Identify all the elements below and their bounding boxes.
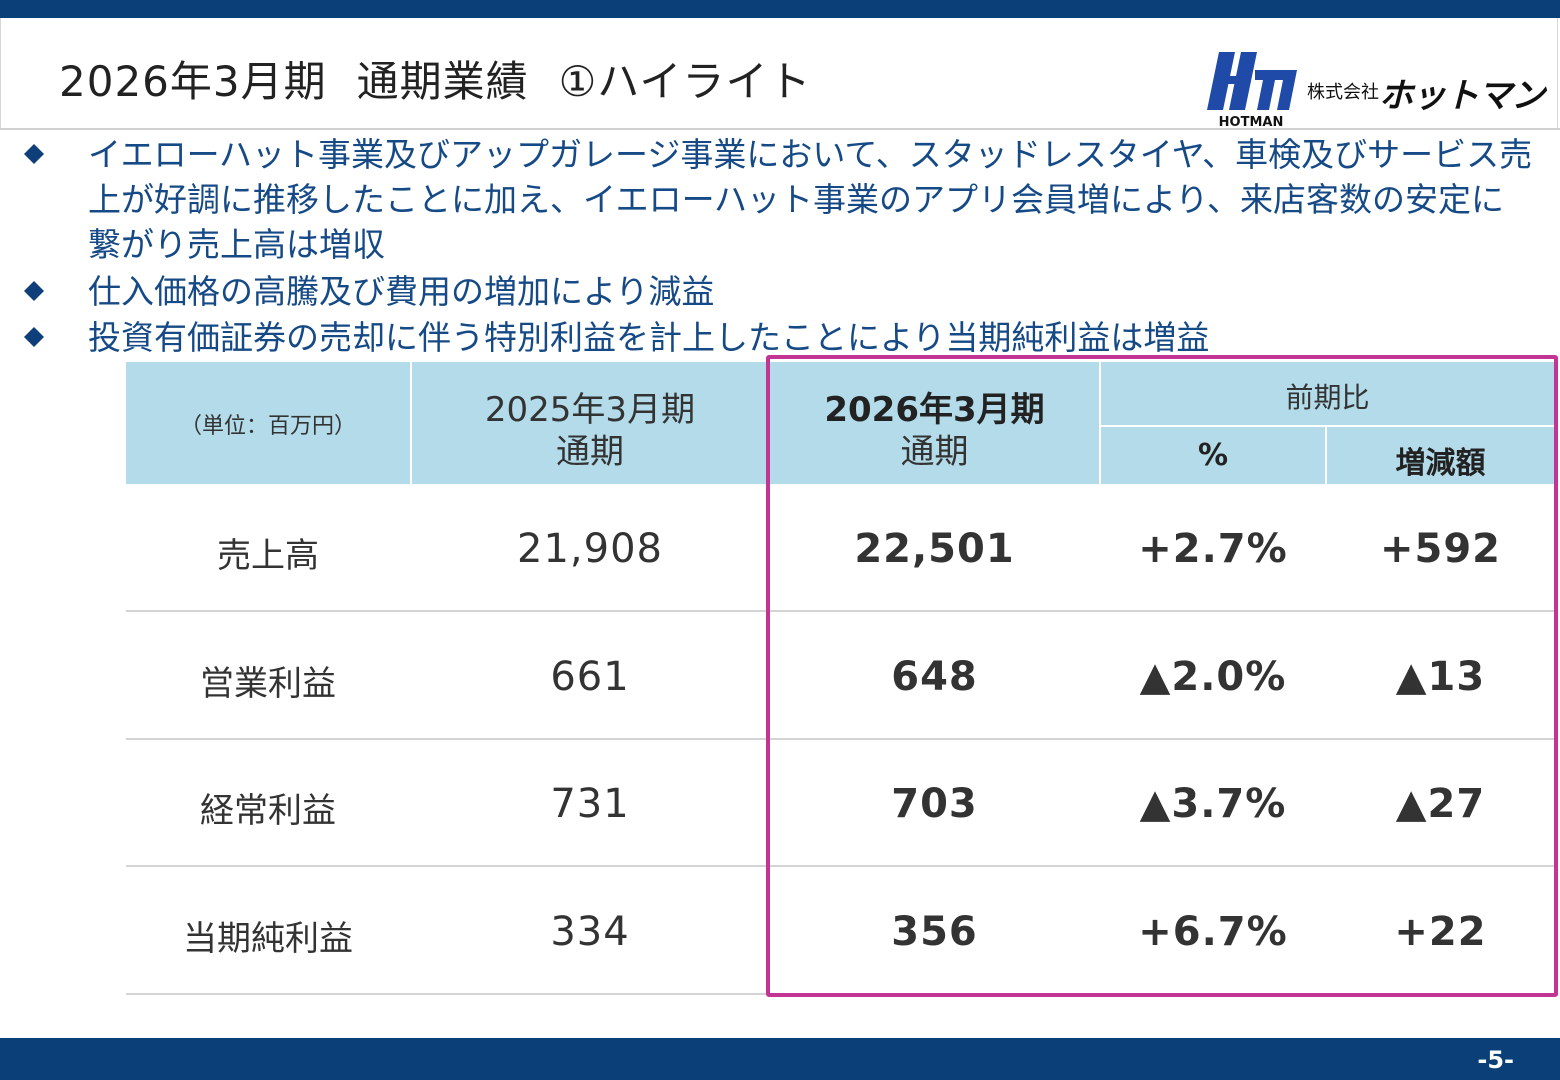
bullet-text: 仕入価格の高騰及び費用の増加により減益 bbox=[88, 272, 715, 311]
prev-value: 334 bbox=[550, 909, 630, 955]
title-divider bbox=[0, 128, 1560, 130]
row-label: 売上高 bbox=[217, 536, 319, 576]
current-period-highlight-box bbox=[766, 355, 1558, 997]
header-separator bbox=[410, 362, 412, 484]
top-accent-bar bbox=[0, 0, 1560, 18]
title-topic: ①ハイライト bbox=[558, 57, 812, 106]
prev-header-line2: 通期 bbox=[556, 432, 624, 472]
pct-change: +6.7% bbox=[1138, 909, 1288, 955]
title-section: 通期業績 bbox=[356, 57, 529, 106]
compare-header: 前期比 bbox=[1285, 381, 1370, 414]
diff-header: 増減額 bbox=[1395, 446, 1486, 481]
header-subdivider bbox=[1101, 425, 1554, 427]
logo-company-prefix: 株式会社 bbox=[1307, 82, 1379, 103]
prev-header-line1: 2025年3月期 bbox=[484, 390, 696, 430]
diff-change: +592 bbox=[1379, 526, 1501, 572]
cur-header-line2: 通期 bbox=[900, 432, 969, 472]
logo-sub-text: HOTMAN bbox=[1219, 115, 1284, 128]
bullet-text: 投資有価証券の売却に伴う特別利益を計上したことにより当期純利益は増益 bbox=[88, 318, 1210, 357]
diff-change: ▲27 bbox=[1395, 781, 1486, 827]
row-divider bbox=[126, 865, 1554, 867]
pct-header: % bbox=[1197, 438, 1229, 473]
footer-bar: -5- bbox=[0, 1038, 1560, 1080]
table-header bbox=[126, 362, 1554, 484]
company-logo: HOTMAN 株式会社 ホットマン bbox=[1201, 48, 1545, 128]
row-divider bbox=[126, 610, 1554, 612]
row-divider bbox=[126, 738, 1554, 740]
cur-value: 648 bbox=[891, 654, 978, 700]
prev-value: 731 bbox=[550, 781, 630, 827]
unit-label: （単位：百万円） bbox=[179, 414, 356, 439]
title-area: 2026年3月期 通期業績 ①ハイライト HOTMAN 株式会社 ホットマン bbox=[0, 18, 1558, 130]
diff-change: ▲13 bbox=[1395, 654, 1486, 700]
cur-header-line1: 2026年3月期 bbox=[824, 390, 1045, 430]
header-separator bbox=[1099, 362, 1101, 484]
cur-value: 22,501 bbox=[854, 526, 1015, 572]
diamond-bullet-icon bbox=[24, 144, 44, 164]
diff-change: +22 bbox=[1394, 909, 1487, 955]
cur-value: 703 bbox=[891, 781, 978, 827]
row-label: 営業利益 bbox=[200, 664, 336, 704]
header-separator bbox=[1325, 426, 1327, 484]
prev-value: 21,908 bbox=[517, 526, 663, 572]
row-label: 当期純利益 bbox=[183, 919, 353, 959]
diamond-bullet-icon bbox=[24, 281, 44, 301]
diamond-bullet-icon bbox=[24, 327, 44, 347]
title-period: 2026年3月期 bbox=[59, 57, 327, 106]
page-number: -5- bbox=[1477, 1046, 1514, 1074]
pct-change: +2.7% bbox=[1138, 526, 1288, 572]
prev-value: 661 bbox=[550, 654, 630, 700]
row-label: 経常利益 bbox=[200, 791, 336, 831]
pct-change: ▲2.0% bbox=[1139, 654, 1287, 700]
results-table: （単位：百万円） 2025年3月期 通期 2026年3月期 通期 前期比 % 増… bbox=[126, 362, 1554, 995]
hotman-logo-mark: HOTMAN bbox=[1207, 52, 1297, 128]
logo-company-name: ホットマン bbox=[1379, 76, 1545, 116]
pct-change: ▲3.7% bbox=[1139, 781, 1287, 827]
cur-value: 356 bbox=[891, 909, 978, 955]
page-title: 2026年3月期 通期業績 ①ハイライト bbox=[59, 48, 811, 109]
bullet-text: イエローハット事業及びアップガレージ事業において、スタッドレスタイヤ、車検及びサ… bbox=[88, 135, 1533, 264]
